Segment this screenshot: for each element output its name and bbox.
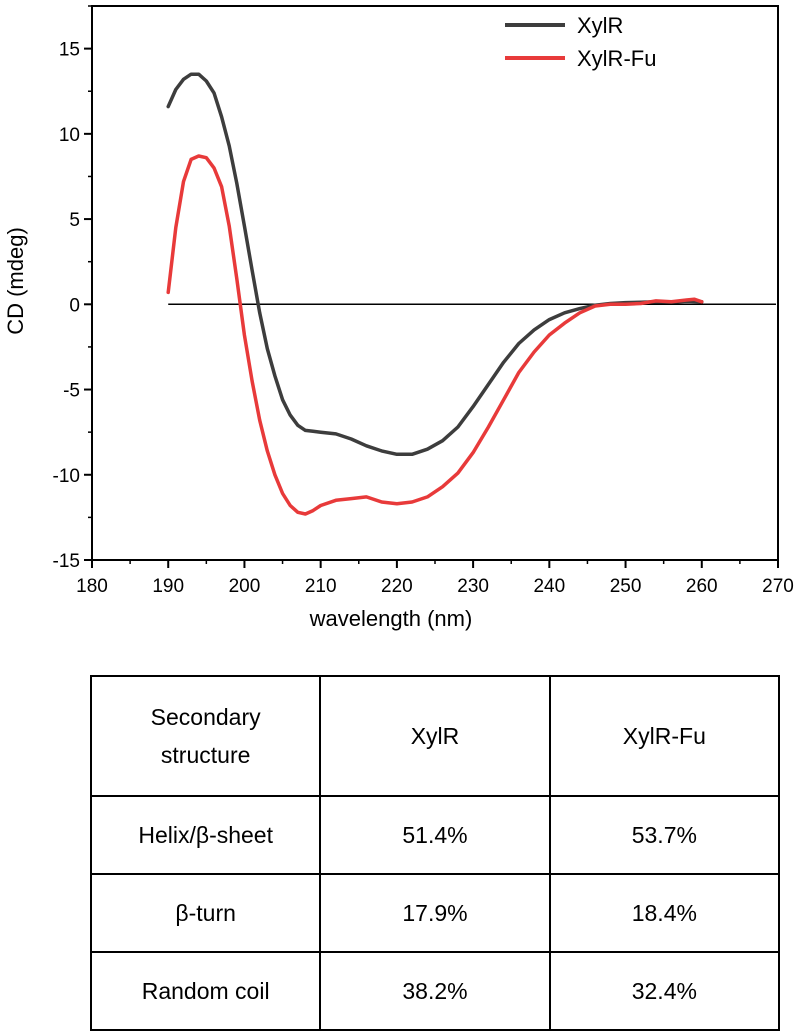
y-tick-label: 15 <box>59 40 80 61</box>
y-axis-title: CD (mdeg) <box>3 227 28 335</box>
x-tick-label: 230 <box>457 576 489 597</box>
cell-xylr: 17.9% <box>319 873 551 953</box>
y-tick-label: -5 <box>63 381 80 402</box>
row-label: Helix/β-sheet <box>89 795 322 875</box>
y-tick-label: -15 <box>53 551 80 572</box>
x-tick-label: 220 <box>381 576 413 597</box>
series-line-xylr <box>166 72 704 457</box>
legend: XylR XylR-Fu <box>505 13 656 71</box>
row-label: Random coil <box>89 951 322 1031</box>
y-tick-label: 5 <box>69 210 80 231</box>
header-line-1: Secondary <box>150 704 261 730</box>
secondary-structure-table: Secondary structure XylR XylR-Fu Helix/β… <box>89 675 781 1031</box>
y-tick-label: 10 <box>59 125 80 146</box>
cell-xylr-fu: 53.7% <box>548 795 781 875</box>
cd-spectrum-chart: 180 190 200 210 220 230 240 250 260 270 -15 -10 -5 0… <box>3 5 794 631</box>
series-line-xylr-fu <box>166 154 704 516</box>
x-axis-ticks: 180 190 200 210 220 230 240 250 260 270 <box>76 560 794 597</box>
cell-xylr: 51.4% <box>319 795 551 875</box>
table-row: Helix/β-sheet 51.4% 53.7% <box>89 795 781 875</box>
header-line-2: structure <box>160 742 251 768</box>
cell-xylr-fu: 32.4% <box>548 951 781 1031</box>
header-xylr: XylR <box>319 675 551 797</box>
legend-label-xylr: XylR <box>577 13 623 38</box>
x-tick-label: 190 <box>152 576 184 597</box>
plot-frame <box>91 5 779 561</box>
header-secondary-structure: Secondary structure <box>89 675 322 797</box>
x-axis-title: wavelength (nm) <box>309 606 473 631</box>
x-tick-label: 270 <box>762 576 794 597</box>
x-tick-label: 180 <box>76 576 108 597</box>
row-label: β-turn <box>89 873 322 953</box>
y-tick-label: -10 <box>53 466 80 487</box>
cell-xylr-fu: 18.4% <box>548 873 781 953</box>
y-axis-ticks: -15 -10 -5 0 5 10 15 <box>53 5 92 572</box>
cell-xylr: 38.2% <box>319 951 551 1031</box>
table-row: Random coil 38.2% 32.4% <box>89 951 781 1031</box>
x-tick-label: 260 <box>686 576 718 597</box>
legend-label-xylr-fu: XylR-Fu <box>577 46 656 71</box>
series-lines <box>166 72 704 516</box>
header-xylr-fu: XylR-Fu <box>548 675 781 797</box>
x-tick-label: 210 <box>305 576 337 597</box>
x-tick-label: 240 <box>533 576 565 597</box>
x-tick-label: 200 <box>229 576 261 597</box>
table-header-row: Secondary structure XylR XylR-Fu <box>89 675 781 797</box>
x-tick-label: 250 <box>610 576 642 597</box>
y-tick-label: 0 <box>69 295 80 316</box>
table-row: β-turn 17.9% 18.4% <box>89 873 781 953</box>
